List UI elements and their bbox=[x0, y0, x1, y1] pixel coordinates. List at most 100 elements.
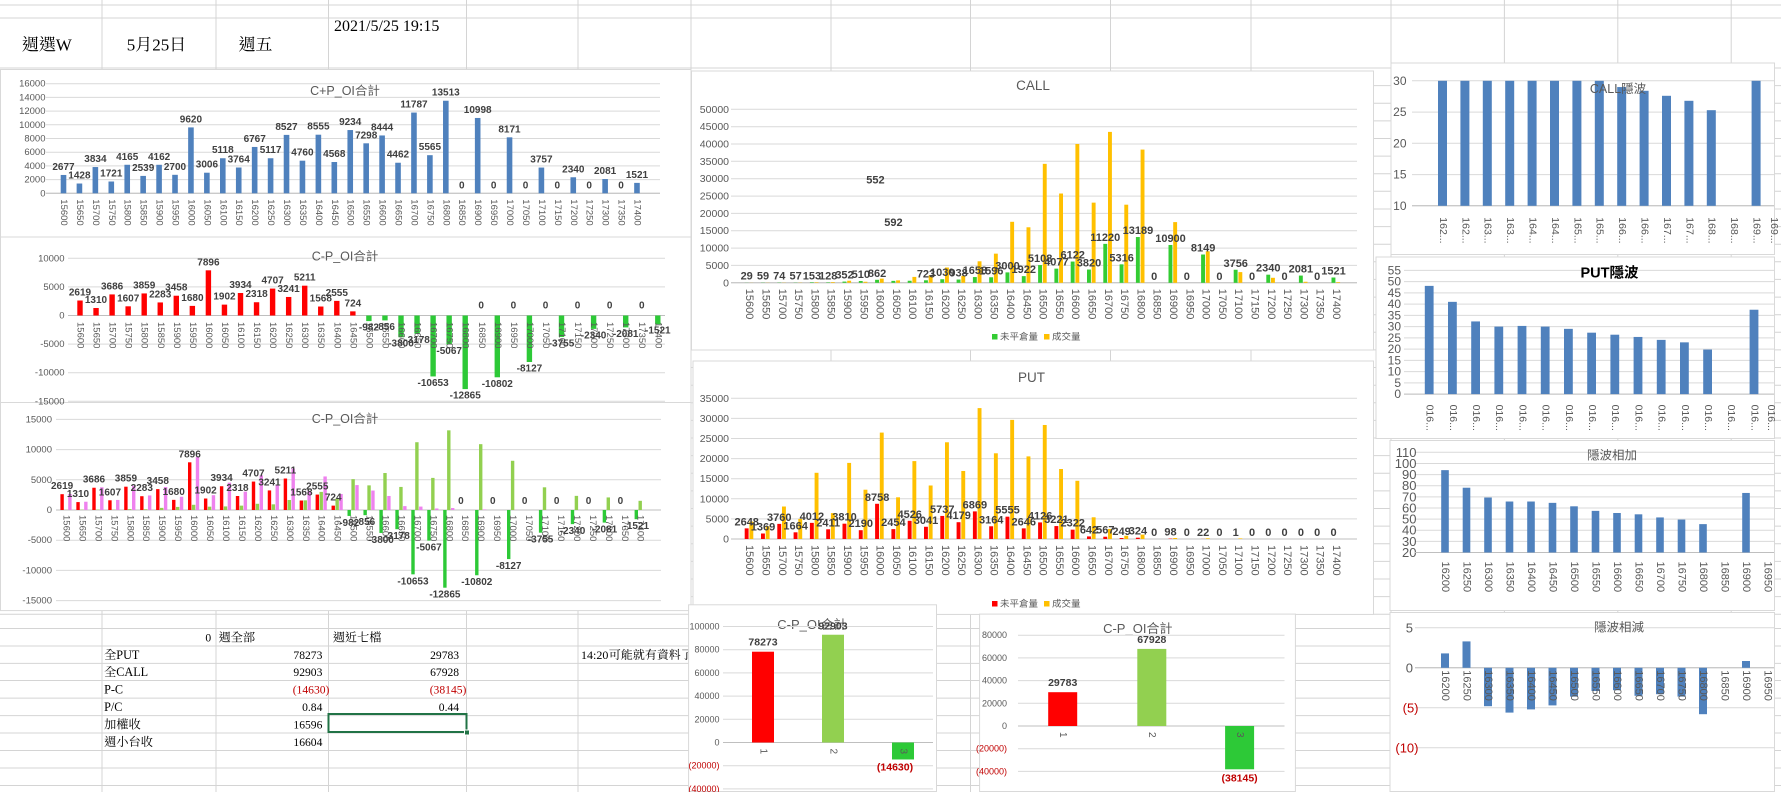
svg-text:3760: 3760 bbox=[767, 512, 791, 524]
svg-text:15850: 15850 bbox=[138, 199, 149, 225]
svg-text:0: 0 bbox=[1151, 271, 1157, 283]
svg-text:15950: 15950 bbox=[857, 545, 869, 576]
svg-text:14:20: 14:20 bbox=[581, 648, 608, 662]
svg-text:0: 0 bbox=[1184, 271, 1190, 283]
svg-text:16800: 16800 bbox=[440, 199, 451, 225]
svg-text:0: 0 bbox=[40, 188, 45, 199]
svg-text:CALL: CALL bbox=[1016, 78, 1050, 93]
svg-text:16450: 16450 bbox=[1020, 545, 1032, 576]
svg-text:2619: 2619 bbox=[51, 481, 74, 492]
svg-text:-10802: -10802 bbox=[482, 379, 514, 390]
svg-text:3934: 3934 bbox=[229, 280, 252, 291]
svg-text:2454: 2454 bbox=[881, 517, 906, 529]
svg-text:0: 0 bbox=[586, 496, 592, 507]
svg-text:-10653: -10653 bbox=[418, 378, 450, 389]
svg-text:15800: 15800 bbox=[808, 545, 820, 576]
svg-text:16050: 16050 bbox=[890, 289, 902, 320]
svg-text:3934: 3934 bbox=[210, 473, 233, 484]
svg-text:22: 22 bbox=[1197, 527, 1209, 539]
svg-text:0: 0 bbox=[1314, 271, 1320, 283]
svg-text:16250: 16250 bbox=[1461, 670, 1473, 701]
svg-text:2283: 2283 bbox=[149, 289, 172, 300]
svg-text:30000: 30000 bbox=[700, 173, 729, 185]
svg-text:1680: 1680 bbox=[163, 487, 186, 498]
svg-text:17200: 17200 bbox=[568, 199, 579, 225]
svg-text:2: 2 bbox=[827, 749, 838, 755]
svg-text:16650: 16650 bbox=[1086, 545, 1098, 576]
svg-text:16300: 16300 bbox=[971, 545, 983, 576]
svg-text:2318: 2318 bbox=[245, 289, 268, 300]
svg-text:15950: 15950 bbox=[172, 515, 183, 541]
svg-text:15600: 15600 bbox=[75, 322, 86, 348]
svg-text:0: 0 bbox=[1184, 527, 1190, 539]
svg-text:17050: 17050 bbox=[540, 322, 551, 348]
svg-text:20000: 20000 bbox=[694, 714, 719, 724]
svg-text:5108: 5108 bbox=[1028, 253, 1052, 265]
svg-text:1902: 1902 bbox=[194, 486, 217, 497]
svg-text:110: 110 bbox=[1396, 445, 1417, 460]
svg-text:0: 0 bbox=[586, 180, 592, 191]
svg-text:0: 0 bbox=[1330, 527, 1336, 539]
svg-text:6000: 6000 bbox=[24, 147, 45, 158]
svg-text:30: 30 bbox=[1393, 74, 1407, 88]
svg-text:3756: 3756 bbox=[1223, 258, 1247, 270]
svg-text:2539: 2539 bbox=[132, 163, 155, 174]
svg-text:17000: 17000 bbox=[507, 515, 518, 541]
svg-text:17000: 17000 bbox=[524, 322, 535, 348]
svg-text:3686: 3686 bbox=[101, 281, 124, 292]
svg-text:16650: 16650 bbox=[1086, 289, 1098, 320]
svg-text:10998: 10998 bbox=[464, 105, 492, 116]
svg-text:510: 510 bbox=[852, 269, 870, 281]
svg-text:17200: 17200 bbox=[1265, 289, 1277, 320]
svg-text:2411: 2411 bbox=[816, 517, 840, 529]
svg-text:4526: 4526 bbox=[897, 509, 921, 521]
svg-text:16050: 16050 bbox=[204, 515, 215, 541]
svg-text:0: 0 bbox=[639, 301, 645, 312]
svg-text:2081: 2081 bbox=[594, 166, 617, 177]
svg-text:16550: 16550 bbox=[364, 515, 375, 541]
svg-text:17300: 17300 bbox=[603, 515, 614, 541]
svg-text:16700: 16700 bbox=[428, 322, 439, 348]
svg-text:0: 0 bbox=[543, 301, 549, 312]
svg-text:-3800: -3800 bbox=[388, 339, 414, 350]
svg-text:6122: 6122 bbox=[1060, 250, 1084, 262]
svg-text:15000: 15000 bbox=[700, 225, 729, 237]
svg-text:16500: 16500 bbox=[1037, 545, 1049, 576]
svg-text:15700: 15700 bbox=[776, 545, 788, 576]
svg-text:17300: 17300 bbox=[1297, 545, 1309, 576]
svg-text:168...: 168... bbox=[1706, 217, 1718, 243]
svg-text:20: 20 bbox=[1388, 342, 1402, 356]
svg-text:-15000: -15000 bbox=[35, 396, 65, 407]
svg-text:4077: 4077 bbox=[1044, 257, 1068, 269]
svg-text:3764: 3764 bbox=[228, 155, 251, 166]
svg-text:5: 5 bbox=[1394, 376, 1401, 390]
svg-text:16500: 16500 bbox=[1568, 670, 1580, 701]
svg-text:-1521: -1521 bbox=[645, 326, 671, 337]
svg-text:0: 0 bbox=[1282, 527, 1288, 539]
svg-text:-10802: -10802 bbox=[461, 577, 493, 588]
svg-text:5118: 5118 bbox=[212, 145, 234, 156]
svg-text:16550: 16550 bbox=[379, 322, 390, 348]
svg-text:15900: 15900 bbox=[156, 515, 167, 541]
svg-text:1607: 1607 bbox=[117, 293, 140, 304]
svg-text:16800: 16800 bbox=[443, 515, 454, 541]
svg-text:4179: 4179 bbox=[946, 510, 970, 522]
svg-text:0: 0 bbox=[1216, 527, 1222, 539]
svg-text:45000: 45000 bbox=[700, 121, 729, 133]
svg-text:C-P_OI: C-P_OI bbox=[312, 250, 354, 264]
svg-text:(40000): (40000) bbox=[976, 766, 1007, 776]
svg-text:16650: 16650 bbox=[393, 199, 404, 225]
svg-text:17400: 17400 bbox=[652, 322, 663, 348]
svg-text:167...: 167... bbox=[1661, 217, 1673, 243]
svg-text:(10): (10) bbox=[1395, 740, 1418, 755]
svg-text:016...: 016... bbox=[1765, 405, 1777, 431]
svg-text:-12865: -12865 bbox=[450, 391, 482, 402]
svg-text:5: 5 bbox=[127, 35, 136, 54]
svg-text:15600: 15600 bbox=[743, 289, 755, 320]
svg-text:16500: 16500 bbox=[363, 322, 374, 348]
svg-text:1310: 1310 bbox=[85, 295, 108, 306]
svg-text:20: 20 bbox=[1393, 136, 1407, 150]
svg-text:4126: 4126 bbox=[1028, 510, 1052, 522]
svg-text:5117: 5117 bbox=[260, 145, 282, 156]
svg-text:16450: 16450 bbox=[329, 199, 340, 225]
